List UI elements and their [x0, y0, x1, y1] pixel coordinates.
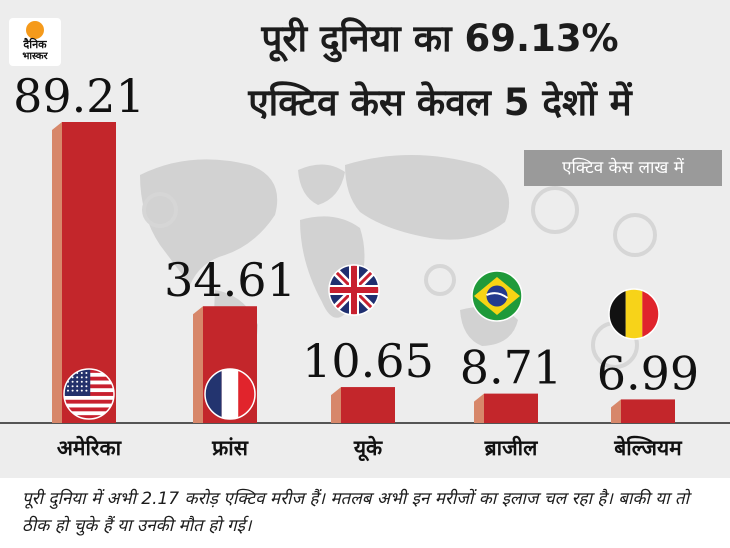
category-label-1: फ्रांस: [212, 436, 248, 460]
bar-4: [621, 399, 675, 423]
bar-side-4: [611, 399, 621, 423]
bar-side-0: [52, 122, 62, 423]
belgium-flag-icon: [608, 288, 660, 340]
value-label-3: 8.71: [460, 341, 562, 395]
title-line1: पूरी दुनिया का 69.13%: [261, 17, 619, 60]
uk-flag-icon: [328, 264, 380, 316]
logo-line1: दैनिक: [23, 38, 47, 51]
category-label-2: यूके: [353, 436, 383, 460]
bar-3: [484, 393, 538, 423]
logo-line2: भास्कर: [22, 51, 48, 62]
sun-icon: [26, 21, 44, 39]
dainik-bhaskar-logo: दैनिक भास्कर: [9, 18, 61, 66]
bar-side-2: [331, 387, 341, 423]
value-label-4: 6.99: [597, 346, 699, 400]
value-label-0: 89.21: [13, 69, 145, 123]
category-label-4: बेल्जियम: [614, 436, 682, 460]
bar-side-3: [474, 393, 484, 423]
bar-side-1: [193, 306, 203, 423]
category-label-0: अमेरिका: [56, 436, 122, 460]
bar-2: [341, 387, 395, 423]
value-label-2: 10.65: [302, 334, 434, 388]
category-label-3: ब्राजील: [484, 436, 538, 460]
unit-label: एक्टिव केस लाख में: [524, 150, 722, 186]
brazil-flag-icon: [471, 270, 523, 322]
usa-flag-icon: [63, 368, 115, 420]
footer-text: पूरी दुनिया में अभी 2.17 करोड़ एक्टिव मर…: [22, 489, 689, 536]
france-flag-icon: [204, 368, 256, 420]
title-line2: एक्टिव केस केवल 5 देशों में: [248, 81, 632, 124]
footer: पूरी दुनिया में अभी 2.17 करोड़ एक्टिव मर…: [0, 478, 730, 548]
value-label-1: 34.61: [164, 253, 296, 307]
